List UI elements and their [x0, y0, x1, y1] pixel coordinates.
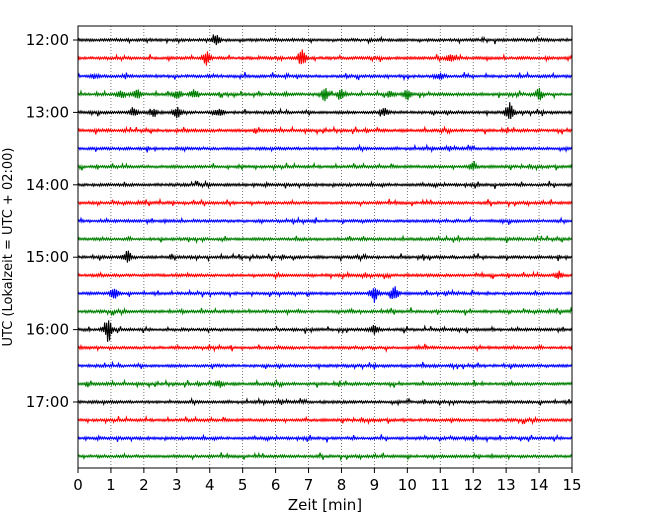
trace-line: [77, 161, 573, 172]
trace-line: [77, 143, 573, 154]
trace-lines: [77, 34, 573, 462]
x-tick-label: 1: [106, 476, 116, 494]
plot-frame: [77, 25, 573, 469]
trace-line: [77, 360, 573, 371]
x-tick-label: 5: [238, 476, 248, 494]
trace-line: [77, 215, 573, 226]
trace-line: [77, 49, 573, 66]
x-tick-label: 15: [562, 476, 581, 494]
trace-line: [77, 433, 573, 444]
x-tick-label: 11: [431, 476, 450, 494]
trace-line: [77, 343, 573, 353]
x-tick-label: 8: [337, 476, 347, 494]
y-tick-label: 13:00: [26, 103, 69, 121]
x-tick-label: 13: [497, 476, 516, 494]
trace-line: [77, 306, 573, 317]
x-tick-label: 14: [530, 476, 549, 494]
trace-line: [77, 415, 573, 426]
trace-line: [77, 270, 573, 281]
x-axis-title: Zeit [min]: [288, 496, 362, 514]
y-tick-label: 16:00: [26, 321, 69, 339]
trace-line: [77, 125, 573, 136]
trace-line: [77, 87, 573, 102]
x-tick-label: 2: [139, 476, 149, 494]
y-tick-label: 12:00: [26, 31, 69, 49]
x-tick-label: 9: [370, 476, 380, 494]
trace-line: [77, 70, 573, 82]
trace-line: [77, 234, 573, 245]
x-tick-label: 7: [304, 476, 314, 494]
x-tick-label: 10: [398, 476, 417, 494]
trace-line: [77, 451, 573, 462]
trace-line: [77, 179, 573, 190]
trace-line: [77, 197, 573, 209]
trace-line: [77, 34, 573, 46]
x-tick-label: 12: [464, 476, 483, 494]
trace-line: [77, 396, 573, 407]
trace-line: [77, 320, 573, 342]
x-tick-label: 0: [73, 476, 83, 494]
x-tick-label: 4: [205, 476, 215, 494]
y-tick-label: 17:00: [26, 393, 69, 411]
x-tick-label: 3: [172, 476, 182, 494]
y-axis-ticks: 12:00 13:00 14:00 15:00 16:00 17:00: [26, 31, 78, 411]
x-axis-ticks: 0 1 2 3 4 5 6 7 8 9 10 11 12 13 14 15: [73, 468, 582, 494]
y-tick-label: 15:00: [26, 248, 69, 266]
x-tick-label: 6: [271, 476, 281, 494]
trace-line: [77, 378, 573, 389]
trace-line: [77, 102, 573, 120]
trace-line: [77, 250, 573, 263]
y-axis-title: UTC (Lokalzeit = UTC + 02:00): [1, 148, 16, 347]
y-tick-label: 14:00: [26, 176, 69, 194]
trace-line: [77, 286, 573, 303]
